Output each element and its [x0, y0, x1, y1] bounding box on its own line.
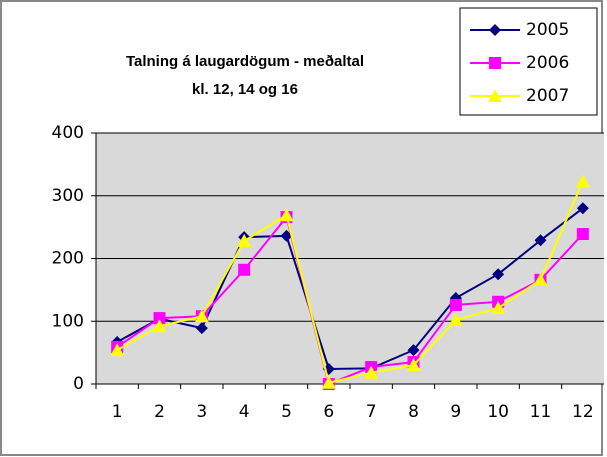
y-tick-label: 200 [52, 249, 84, 269]
legend-label: 2007 [526, 86, 569, 106]
x-tick-label: 3 [196, 402, 207, 422]
marker [110, 343, 125, 357]
marker [194, 309, 209, 323]
marker [364, 365, 379, 379]
marker [448, 312, 463, 326]
marker [279, 208, 294, 222]
marker [153, 312, 166, 325]
x-tick-label: 9 [450, 402, 461, 422]
x-tick-label: 6 [323, 402, 334, 422]
marker [407, 344, 420, 357]
chart-title: Talning á laugardögum - meðaltal [126, 53, 364, 70]
x-tick-label: 12 [572, 402, 594, 422]
marker [238, 263, 251, 276]
legend-marker [489, 57, 501, 69]
x-tick-label: 4 [239, 402, 250, 422]
y-tick-label: 400 [52, 123, 84, 143]
series-line [116, 214, 584, 386]
x-tick-label: 1 [112, 402, 123, 422]
legend-label: 2006 [526, 53, 569, 73]
legend-box [459, 7, 598, 116]
marker [576, 228, 589, 241]
y-tick-label: 100 [52, 311, 84, 331]
marker [575, 174, 590, 188]
marker [321, 375, 336, 389]
y-tick-label: 300 [52, 186, 84, 206]
x-tick-label: 10 [487, 402, 509, 422]
legend-marker [489, 24, 501, 36]
marker [195, 322, 208, 335]
x-tick-label: 7 [366, 402, 377, 422]
marker [152, 319, 167, 333]
legend-marker [488, 89, 502, 102]
marker [576, 202, 589, 215]
y-tick-label: 0 [73, 374, 84, 394]
x-tick-label: 5 [281, 402, 292, 422]
x-tick-label: 2 [154, 402, 165, 422]
marker [406, 358, 421, 372]
legend-label: 2005 [526, 20, 569, 40]
marker [449, 298, 462, 311]
marker [237, 233, 252, 247]
marker [533, 272, 548, 286]
marker [492, 268, 505, 281]
x-tick-label: 11 [530, 402, 552, 422]
series-line [116, 207, 584, 370]
chart-subtitle: kl. 12, 14 og 16 [192, 81, 298, 98]
x-tick-label: 8 [408, 402, 419, 422]
marker [491, 301, 506, 315]
marker [534, 234, 547, 247]
series-line [116, 180, 584, 384]
